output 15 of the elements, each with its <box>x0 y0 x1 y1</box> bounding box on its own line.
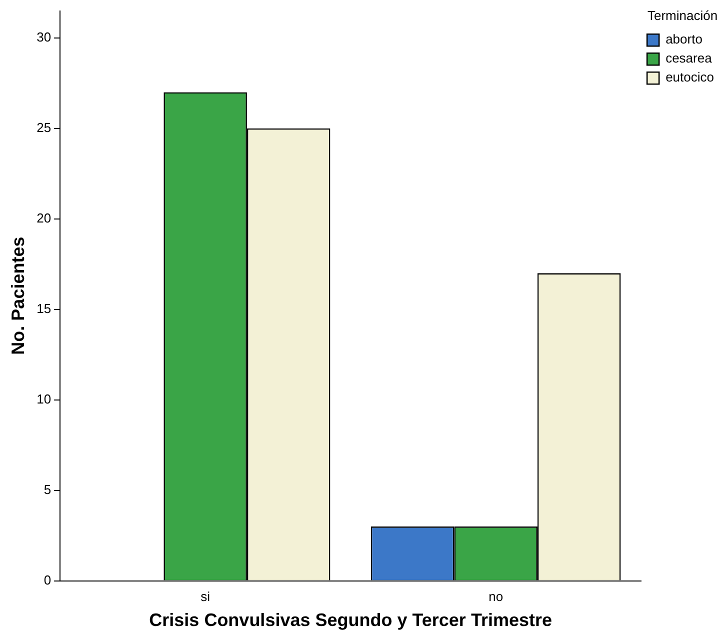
y-tick-label: 10 <box>36 391 52 406</box>
x-tick-label: no <box>488 589 504 604</box>
y-tick-label: 15 <box>36 300 52 316</box>
y-tick-label: 30 <box>36 30 52 45</box>
y-tick-label: 0 <box>44 572 52 588</box>
y-tick-label: 25 <box>36 120 52 135</box>
legend-label: aborto <box>666 32 702 47</box>
y-tick-label: 5 <box>44 482 52 497</box>
legend-label: eutocico <box>666 70 714 85</box>
y-tick-label: 20 <box>36 210 52 226</box>
legend-label: cesarea <box>666 50 713 66</box>
y-axis-title: No. Pacientes <box>8 236 28 355</box>
x-axis-title: Crisis Convulsivas Segundo y Tercer Trimestre <box>149 610 552 630</box>
x-tick-label: si <box>200 589 210 604</box>
legend-title: Terminación <box>647 8 718 24</box>
